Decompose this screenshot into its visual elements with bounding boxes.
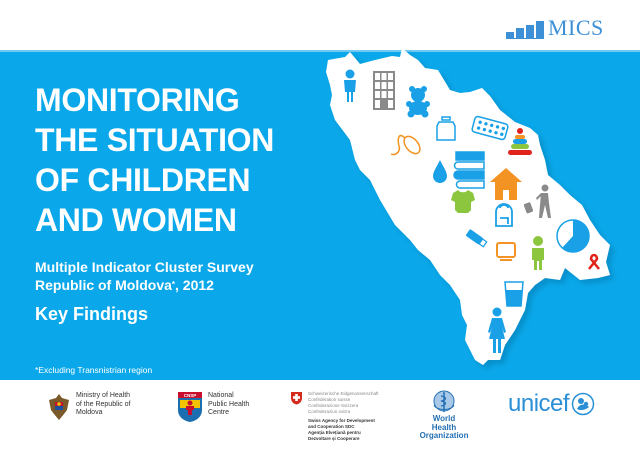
building-icon bbox=[373, 71, 395, 110]
swiss-agency-line: Swiss Agency for Development bbox=[308, 418, 375, 423]
cnsp-logo: CNSP National Public Health Centre bbox=[177, 391, 249, 423]
jar-icon bbox=[436, 116, 456, 141]
page-title: MONITORING THE SITUATION OF CHILDREN AND… bbox=[35, 80, 274, 240]
water-glass-icon bbox=[504, 281, 524, 307]
unicef-logo: unicef bbox=[508, 390, 595, 418]
mics-baseline bbox=[506, 38, 542, 39]
unicef-emblem-icon bbox=[571, 392, 595, 416]
mics-bar-icon bbox=[526, 25, 534, 39]
moldova-coat-of-arms-icon bbox=[49, 394, 69, 420]
mouse-icon bbox=[390, 134, 421, 156]
unicef-wordmark: unicef bbox=[508, 390, 570, 417]
who-line: Organization bbox=[419, 431, 469, 440]
title-line: THE SITUATION bbox=[35, 122, 275, 158]
swiss-agency: Swiss Agency for Development and Coopera… bbox=[308, 418, 379, 442]
who-emblem-icon bbox=[433, 390, 455, 412]
cnsp-shield-icon: CNSP bbox=[178, 392, 202, 422]
cnsp-line: Centre bbox=[208, 409, 230, 416]
who-logo: World Health Organization bbox=[419, 389, 469, 441]
cnsp-line: Public Health bbox=[208, 400, 250, 408]
mics-logo-text: MICS bbox=[548, 15, 604, 40]
girl-icon bbox=[344, 69, 356, 102]
swiss-agency-line: Agenția Elvețiană pentru bbox=[308, 430, 361, 435]
tv-icon bbox=[496, 242, 516, 261]
onesie-icon bbox=[451, 190, 475, 213]
teddy-bear-icon bbox=[406, 86, 430, 118]
who-line: World Health bbox=[431, 414, 457, 432]
mics-bar-icon bbox=[516, 28, 524, 39]
usb-icon bbox=[465, 229, 488, 248]
footnote: *Excluding Transnistrian region bbox=[35, 365, 153, 375]
swiss-name: Confederaziun svizra bbox=[308, 409, 351, 414]
traveler-icon bbox=[523, 184, 551, 218]
subtitle: Multiple Indicator Cluster Survey Republ… bbox=[35, 258, 254, 294]
woman-icon bbox=[488, 307, 506, 353]
mics-logo: MICS bbox=[506, 17, 604, 39]
ministry-line: Ministry of Health bbox=[76, 392, 131, 399]
swiss-name: Confederazione Svizzera bbox=[308, 403, 359, 408]
house-icon bbox=[490, 168, 522, 200]
footnote-marker: * bbox=[171, 280, 176, 289]
subtitle-country: Republic of Moldova*, 2012 bbox=[35, 276, 254, 294]
backpack-icon bbox=[495, 203, 513, 227]
swiss-name: Confédération suisse bbox=[308, 397, 351, 402]
top-header: MICS bbox=[0, 0, 640, 50]
swiss-agency-line: and Cooperation SDC bbox=[308, 424, 355, 429]
subtitle-survey: Multiple Indicator Cluster Survey bbox=[35, 259, 254, 275]
title-line: MONITORING bbox=[35, 82, 240, 118]
swiss-name: Schweizerische Eidgenossenschaft bbox=[308, 391, 379, 396]
ministry-of-health-logo: Ministry of Health of the Republic of Mo… bbox=[48, 392, 130, 422]
swiss-cross-icon bbox=[291, 392, 302, 405]
books-icon bbox=[453, 151, 485, 189]
pie-chart-icon bbox=[556, 219, 590, 253]
boy-icon bbox=[532, 236, 544, 270]
cnsp-badge-text: CNSP bbox=[184, 393, 197, 398]
swiss-sdc-logo: Schweizerische Eidgenossenschaft Confédé… bbox=[290, 391, 379, 442]
stacking-rings-toy-icon bbox=[508, 128, 532, 155]
cnsp-line: National bbox=[208, 392, 234, 399]
country-name: Republic of Moldova bbox=[35, 277, 172, 293]
ministry-line: of the Republic of bbox=[76, 400, 131, 408]
partner-logos bbox=[0, 382, 640, 452]
title-line: OF CHILDREN bbox=[35, 162, 251, 198]
key-findings-heading: Key Findings bbox=[35, 304, 149, 324]
red-ribbon-icon bbox=[588, 253, 600, 270]
ministry-line: Moldova bbox=[76, 409, 103, 416]
swiss-agency-line: Dezvoltare și Cooperare bbox=[308, 436, 360, 441]
mics-bar-icon bbox=[536, 21, 544, 39]
pills-icon bbox=[471, 115, 509, 141]
mics-bar-icon bbox=[506, 32, 514, 39]
water-drop-icon bbox=[433, 160, 447, 183]
title-line: AND WOMEN bbox=[35, 202, 237, 238]
survey-year: , 2012 bbox=[175, 277, 214, 293]
